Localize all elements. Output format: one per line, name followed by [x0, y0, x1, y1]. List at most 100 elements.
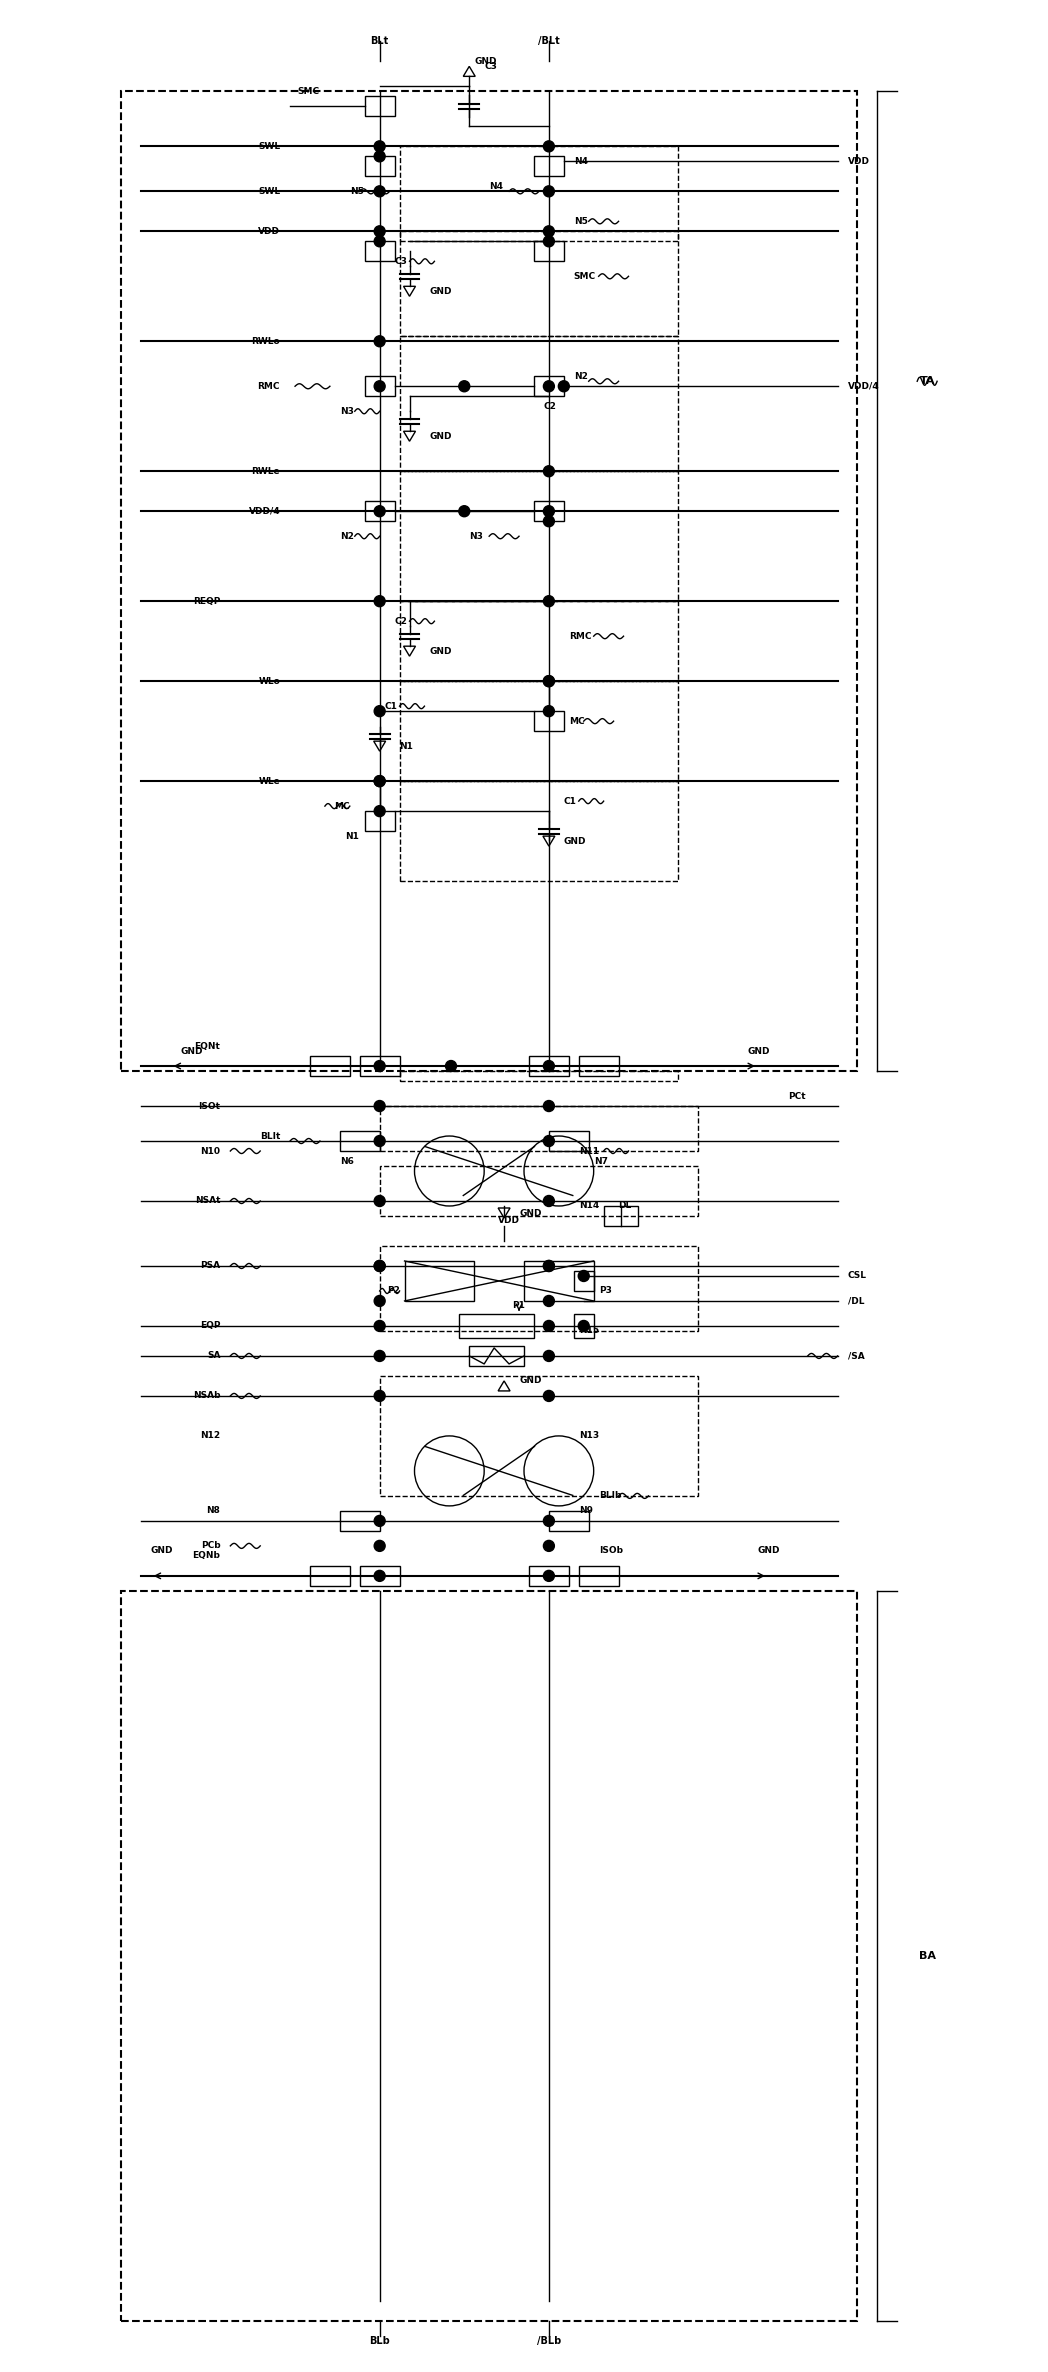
Circle shape: [544, 1321, 554, 1331]
Bar: [578, 1566, 618, 1587]
Bar: [340, 1131, 379, 1150]
Text: RMC: RMC: [569, 631, 591, 640]
Bar: [470, 1345, 524, 1366]
Circle shape: [544, 465, 554, 477]
Circle shape: [374, 1350, 385, 1362]
Text: PCt: PCt: [788, 1091, 806, 1101]
Circle shape: [374, 337, 385, 346]
Circle shape: [544, 185, 554, 197]
Text: ISOb: ISOb: [598, 1547, 623, 1556]
Text: SWL: SWL: [258, 142, 280, 152]
Text: EQNb: EQNb: [193, 1551, 220, 1561]
Text: N1: N1: [399, 742, 414, 750]
Circle shape: [544, 515, 554, 527]
Text: BLb: BLb: [369, 2336, 390, 2346]
Bar: [379, 1245, 698, 1331]
Bar: [365, 377, 395, 396]
Bar: [399, 472, 678, 600]
Bar: [533, 712, 564, 731]
Circle shape: [459, 382, 470, 391]
Text: N14: N14: [578, 1203, 599, 1210]
Text: GND: GND: [430, 432, 452, 441]
Text: TA: TA: [919, 377, 935, 387]
Circle shape: [544, 1260, 554, 1271]
Text: C3: C3: [395, 256, 408, 266]
Text: N2: N2: [573, 372, 588, 382]
Text: VDD: VDD: [848, 157, 870, 166]
Text: GND: GND: [758, 1547, 781, 1556]
Circle shape: [374, 1195, 385, 1207]
Bar: [524, 1262, 593, 1300]
Circle shape: [544, 676, 554, 686]
Bar: [359, 1566, 399, 1587]
Bar: [533, 377, 564, 396]
Bar: [365, 157, 395, 176]
Text: N7: N7: [593, 1158, 608, 1165]
Text: RWLe: RWLe: [252, 467, 280, 477]
Circle shape: [544, 382, 554, 391]
Circle shape: [544, 1390, 554, 1402]
Bar: [340, 1511, 379, 1530]
Circle shape: [544, 1060, 554, 1072]
Circle shape: [544, 225, 554, 237]
Text: P2: P2: [387, 1286, 399, 1295]
Text: REQP: REQP: [193, 598, 220, 605]
Circle shape: [578, 1271, 589, 1281]
Text: MC: MC: [334, 802, 350, 811]
Text: GND: GND: [564, 837, 586, 844]
Text: P1: P1: [512, 1302, 525, 1309]
Bar: [310, 1566, 350, 1587]
Circle shape: [374, 1390, 385, 1402]
Bar: [121, 1592, 857, 2320]
Text: N5: N5: [573, 216, 588, 225]
Text: N1: N1: [345, 833, 358, 840]
Bar: [533, 157, 564, 176]
Circle shape: [374, 235, 385, 247]
Circle shape: [374, 806, 385, 816]
Text: N15: N15: [578, 1326, 598, 1335]
Circle shape: [374, 140, 385, 152]
Circle shape: [374, 1295, 385, 1307]
Circle shape: [374, 1516, 385, 1528]
Text: RMC: RMC: [258, 382, 280, 391]
Circle shape: [544, 1295, 554, 1307]
Text: N3: N3: [470, 531, 483, 541]
Circle shape: [374, 1260, 385, 1271]
Text: BA: BA: [919, 1950, 936, 1962]
Bar: [121, 93, 857, 1072]
Bar: [399, 232, 678, 337]
Circle shape: [374, 595, 385, 607]
Text: BLIt: BLIt: [260, 1131, 280, 1141]
Bar: [379, 1105, 698, 1150]
Bar: [365, 242, 395, 261]
Text: VDD/4: VDD/4: [848, 382, 879, 391]
Text: NSAt: NSAt: [195, 1195, 220, 1205]
Bar: [604, 1205, 638, 1226]
Text: C2: C2: [395, 617, 408, 626]
Circle shape: [544, 1260, 554, 1271]
Text: N8: N8: [206, 1506, 220, 1516]
Circle shape: [374, 776, 385, 788]
Text: /BLb: /BLb: [537, 2336, 561, 2346]
Circle shape: [544, 1570, 554, 1582]
Bar: [310, 1056, 350, 1077]
Text: GND: GND: [519, 1210, 542, 1219]
Bar: [573, 1314, 593, 1338]
Bar: [529, 1056, 569, 1077]
Text: VDD/4: VDD/4: [248, 508, 280, 515]
Text: EQNt: EQNt: [195, 1041, 220, 1051]
Bar: [533, 242, 564, 261]
Text: N3: N3: [340, 406, 354, 415]
Text: BLIb: BLIb: [598, 1492, 621, 1501]
Text: EQP: EQP: [200, 1321, 220, 1331]
Text: N4: N4: [573, 157, 588, 166]
Bar: [365, 97, 395, 116]
Bar: [359, 1056, 399, 1077]
Text: SA: SA: [206, 1352, 220, 1362]
Bar: [405, 1262, 475, 1300]
Text: N11: N11: [578, 1146, 598, 1155]
Text: SMC: SMC: [298, 88, 320, 95]
Bar: [399, 147, 678, 242]
Text: RWLo: RWLo: [252, 337, 280, 346]
Bar: [459, 1314, 533, 1338]
